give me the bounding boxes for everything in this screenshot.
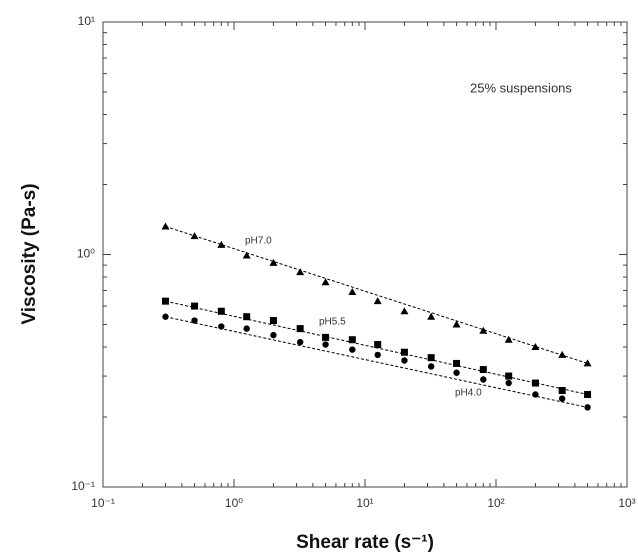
marker <box>348 287 357 295</box>
marker <box>374 341 382 349</box>
marker <box>453 359 461 367</box>
marker <box>400 307 409 315</box>
marker <box>400 348 408 356</box>
marker <box>269 258 278 266</box>
marker <box>505 379 512 387</box>
marker <box>191 302 199 310</box>
marker <box>269 317 277 325</box>
y-axis-title: Viscosity (Pa-s) <box>19 183 40 324</box>
marker <box>296 338 304 346</box>
marker <box>427 354 435 362</box>
trend-line <box>165 225 588 364</box>
x-tick-label: 10⁰ <box>225 496 243 510</box>
marker <box>532 391 539 398</box>
marker <box>558 350 567 358</box>
marker <box>452 320 461 328</box>
marker <box>584 390 592 398</box>
x-tick-label: 10² <box>487 496 504 510</box>
marker <box>348 336 356 344</box>
marker <box>296 325 304 333</box>
marker <box>374 351 381 359</box>
y-tick-label: 10⁰ <box>77 247 95 261</box>
x-tick-label: 10³ <box>618 496 635 510</box>
marker <box>349 346 356 353</box>
marker <box>427 363 435 370</box>
marker <box>504 335 513 343</box>
trend-line <box>165 316 588 408</box>
marker <box>162 297 170 305</box>
marker <box>162 313 169 320</box>
marker <box>480 376 487 383</box>
marker <box>191 317 198 324</box>
marker <box>505 372 513 380</box>
y-tick-label: 10⁻¹ <box>71 479 95 493</box>
y-tick-label: 10¹ <box>78 14 95 28</box>
marker <box>218 323 225 330</box>
x-axis-title: Shear rate (s⁻¹) <box>296 532 434 553</box>
marker <box>531 379 539 387</box>
x-tick-label: 10⁻¹ <box>91 496 115 510</box>
marker <box>322 333 330 341</box>
marker <box>243 313 251 321</box>
annotation: 25% suspensions <box>470 80 572 95</box>
marker <box>161 222 170 230</box>
marker <box>242 251 251 259</box>
marker <box>558 395 566 402</box>
series-label: pH7.0 <box>245 236 272 247</box>
marker <box>479 326 488 334</box>
marker <box>401 357 408 364</box>
marker <box>217 307 225 315</box>
marker <box>584 404 591 411</box>
marker <box>427 312 436 320</box>
marker <box>322 341 329 348</box>
marker <box>190 232 199 240</box>
x-tick-label: 10¹ <box>356 496 373 510</box>
marker <box>558 387 566 395</box>
series-label: pH5.5 <box>319 317 346 328</box>
series-label: pH4.0 <box>455 388 482 399</box>
marker <box>243 325 250 332</box>
marker <box>321 278 330 286</box>
marker <box>217 240 226 248</box>
marker <box>479 366 487 374</box>
marker <box>531 343 540 351</box>
marker <box>583 359 592 367</box>
marker <box>296 268 305 276</box>
marker <box>270 331 277 339</box>
marker <box>453 369 460 376</box>
marker <box>373 297 382 305</box>
